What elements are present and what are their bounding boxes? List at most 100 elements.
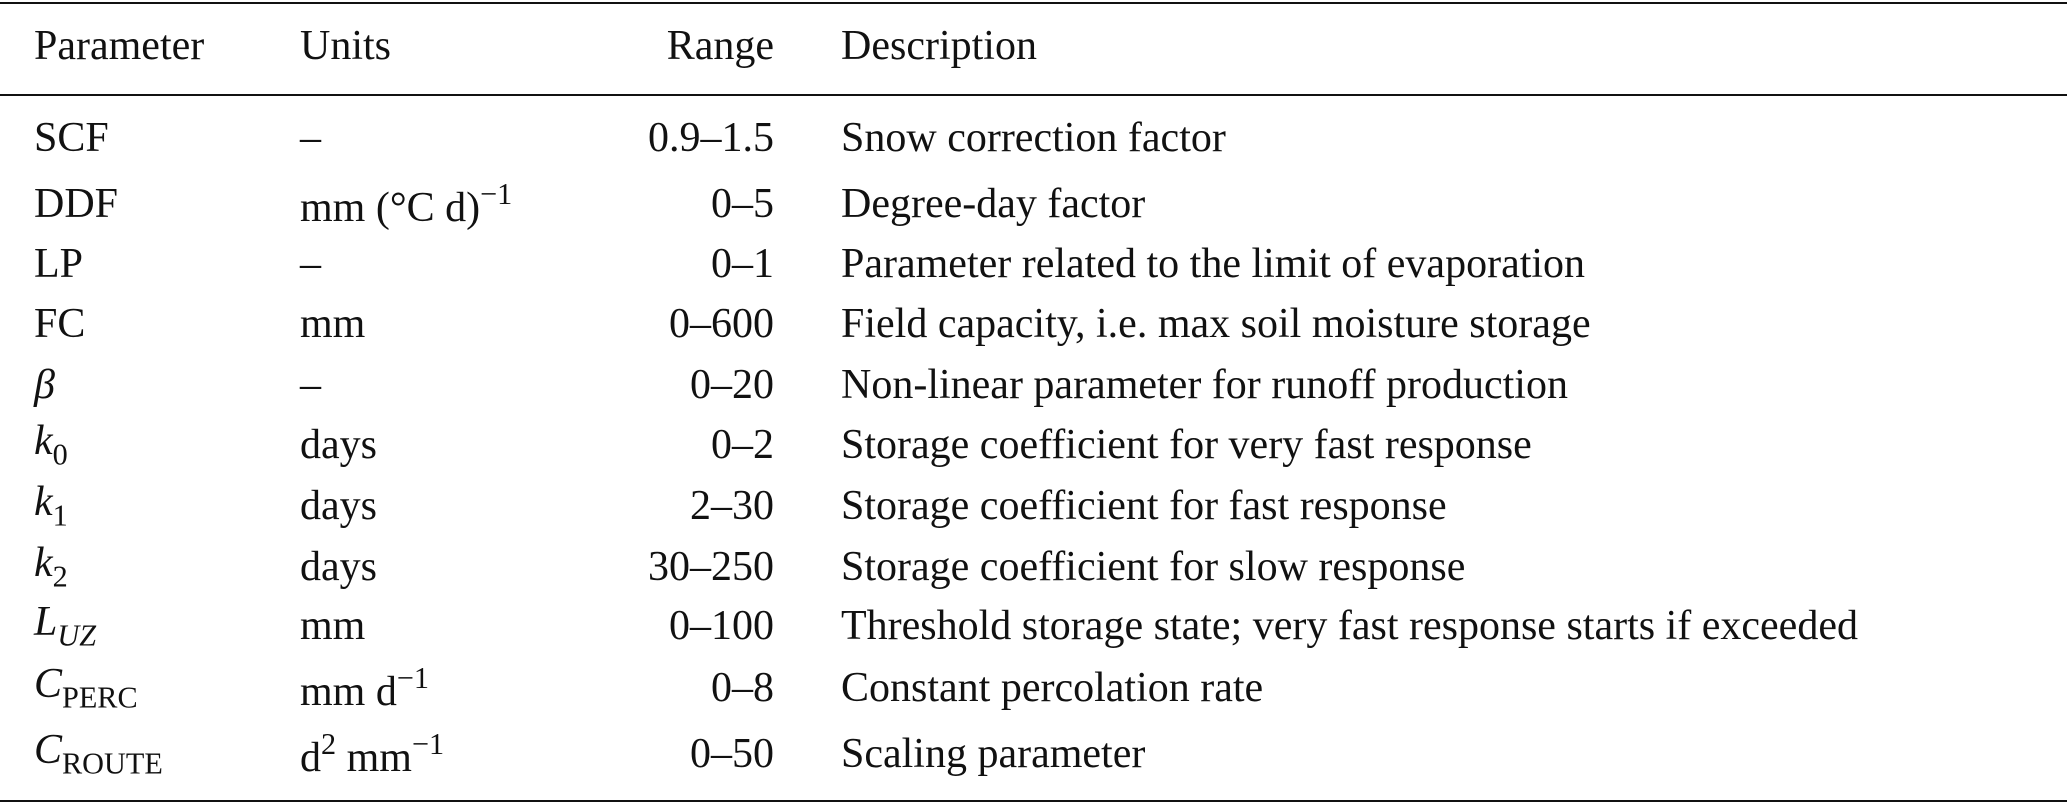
cell-text: 2 bbox=[321, 727, 337, 762]
table-cell: – bbox=[300, 243, 321, 285]
cell-text: – bbox=[300, 362, 321, 408]
table-cell: 30–250 bbox=[648, 546, 774, 588]
cell-text: −1 bbox=[396, 661, 430, 696]
table-cell: 0–5 bbox=[711, 183, 774, 225]
cell-text: Threshold storage state; very fast respo… bbox=[841, 603, 1858, 649]
cell-text: 0–50 bbox=[690, 731, 774, 777]
table-cell: β bbox=[34, 364, 55, 406]
table-cell: k0 bbox=[34, 420, 68, 470]
cell-text: 0–1 bbox=[711, 241, 774, 287]
cell-text: ROUTE bbox=[62, 746, 163, 781]
cell-text: d bbox=[300, 734, 321, 781]
table-cell: 0.9–1.5 bbox=[648, 117, 774, 159]
cell-text: – bbox=[300, 241, 321, 287]
table-cell: k1 bbox=[34, 481, 68, 531]
cell-text: Storage coefficient for slow response bbox=[841, 544, 1466, 590]
header-cell: Range bbox=[666, 23, 774, 69]
table-cell: mm bbox=[300, 303, 365, 345]
table-cell: Threshold storage state; very fast respo… bbox=[841, 605, 1858, 647]
table-cell: d2 mm−1 bbox=[300, 729, 444, 779]
header-rule bbox=[0, 94, 2067, 96]
table-cell: Field capacity, i.e. max soil moisture s… bbox=[841, 303, 1591, 345]
table-cell: 2–30 bbox=[690, 485, 774, 527]
cell-text: Snow correction factor bbox=[841, 115, 1226, 161]
header-cell: Parameter bbox=[34, 23, 205, 69]
table-cell: LP bbox=[34, 243, 83, 285]
cell-text: −1 bbox=[480, 177, 513, 212]
table-cell: FC bbox=[34, 303, 85, 345]
table-cell: Constant percolation rate bbox=[841, 667, 1263, 709]
top-rule bbox=[0, 2, 2067, 4]
table-cell: 0–20 bbox=[690, 364, 774, 406]
table-cell: mm bbox=[300, 605, 365, 647]
cell-text: 0 bbox=[52, 437, 68, 472]
table-cell: Scaling parameter bbox=[841, 733, 1145, 775]
table-cell: 0–2 bbox=[711, 424, 774, 466]
table-cell: – bbox=[300, 117, 321, 159]
cell-text: Constant percolation rate bbox=[841, 665, 1264, 711]
cell-text: Storage coefficient for fast response bbox=[841, 483, 1447, 529]
cell-text: SCF bbox=[34, 115, 109, 161]
cell-text: days bbox=[300, 483, 377, 529]
cell-text: PERC bbox=[62, 680, 138, 715]
table-cell: – bbox=[300, 364, 321, 406]
table-cell: 0–100 bbox=[669, 605, 774, 647]
cell-text: mm bbox=[336, 734, 412, 781]
table-cell: Snow correction factor bbox=[841, 117, 1226, 159]
table-cell: mm (°C d)−1 bbox=[300, 179, 512, 229]
table-cell: Parameter related to the limit of evapor… bbox=[841, 243, 1585, 285]
table-cell: CPERC bbox=[34, 663, 138, 713]
cell-text: k bbox=[34, 418, 53, 465]
cell-text: days bbox=[300, 544, 377, 590]
cell-text: Non-linear parameter for runoff producti… bbox=[841, 362, 1568, 408]
cell-text: 0–5 bbox=[711, 181, 774, 227]
cell-text: 0–600 bbox=[669, 301, 774, 347]
cell-text: β bbox=[34, 362, 55, 408]
cell-text: L bbox=[34, 599, 58, 646]
table-cell: 0–600 bbox=[669, 303, 774, 345]
table-cell: days bbox=[300, 424, 377, 466]
cell-text: 30–250 bbox=[648, 544, 774, 590]
bottom-rule bbox=[0, 800, 2067, 802]
table-cell: mm d−1 bbox=[300, 663, 429, 713]
cell-text: 1 bbox=[52, 498, 68, 533]
cell-text: 0–2 bbox=[711, 422, 774, 468]
cell-text: 0–20 bbox=[690, 362, 774, 408]
cell-text: mm d bbox=[300, 668, 397, 715]
cell-text: mm bbox=[300, 301, 366, 347]
cell-text: mm bbox=[300, 603, 366, 649]
cell-text: 2 bbox=[52, 559, 68, 594]
table-cell: Storage coefficient for very fast respon… bbox=[841, 424, 1532, 466]
cell-text: 0–100 bbox=[669, 603, 774, 649]
cell-text: – bbox=[300, 115, 321, 161]
table-cell: Degree-day factor bbox=[841, 183, 1145, 225]
table-cell: days bbox=[300, 546, 377, 588]
cell-text: Scaling parameter bbox=[841, 731, 1146, 777]
cell-text: C bbox=[34, 661, 63, 708]
header-cell: Units bbox=[300, 23, 392, 69]
table-cell: LUZ bbox=[34, 601, 96, 651]
table-cell: Storage coefficient for slow response bbox=[841, 546, 1465, 588]
cell-text: days bbox=[300, 422, 377, 468]
table-cell: Storage coefficient for fast response bbox=[841, 485, 1447, 527]
cell-text: Storage coefficient for very fast respon… bbox=[841, 422, 1532, 468]
table-cell: SCF bbox=[34, 117, 109, 159]
table-cell: k2 bbox=[34, 542, 68, 592]
table-cell: 0–1 bbox=[711, 243, 774, 285]
table-cell: 0–50 bbox=[690, 733, 774, 775]
cell-text: mm (°C d) bbox=[300, 184, 481, 231]
header-cell: Description bbox=[841, 23, 1037, 69]
cell-text: Field capacity, i.e. max soil moisture s… bbox=[841, 301, 1591, 347]
table-cell: days bbox=[300, 485, 377, 527]
cell-text: 0.9–1.5 bbox=[648, 115, 774, 161]
cell-text: UZ bbox=[57, 618, 97, 653]
cell-text: k bbox=[34, 540, 53, 587]
table-cell: DDF bbox=[34, 183, 118, 225]
cell-text: Degree-day factor bbox=[841, 181, 1146, 227]
table-cell: 0–8 bbox=[711, 667, 774, 709]
cell-text: 0–8 bbox=[711, 665, 774, 711]
cell-text: Parameter related to the limit of evapor… bbox=[841, 241, 1586, 287]
cell-text: k bbox=[34, 479, 53, 526]
cell-text: LP bbox=[34, 241, 84, 287]
